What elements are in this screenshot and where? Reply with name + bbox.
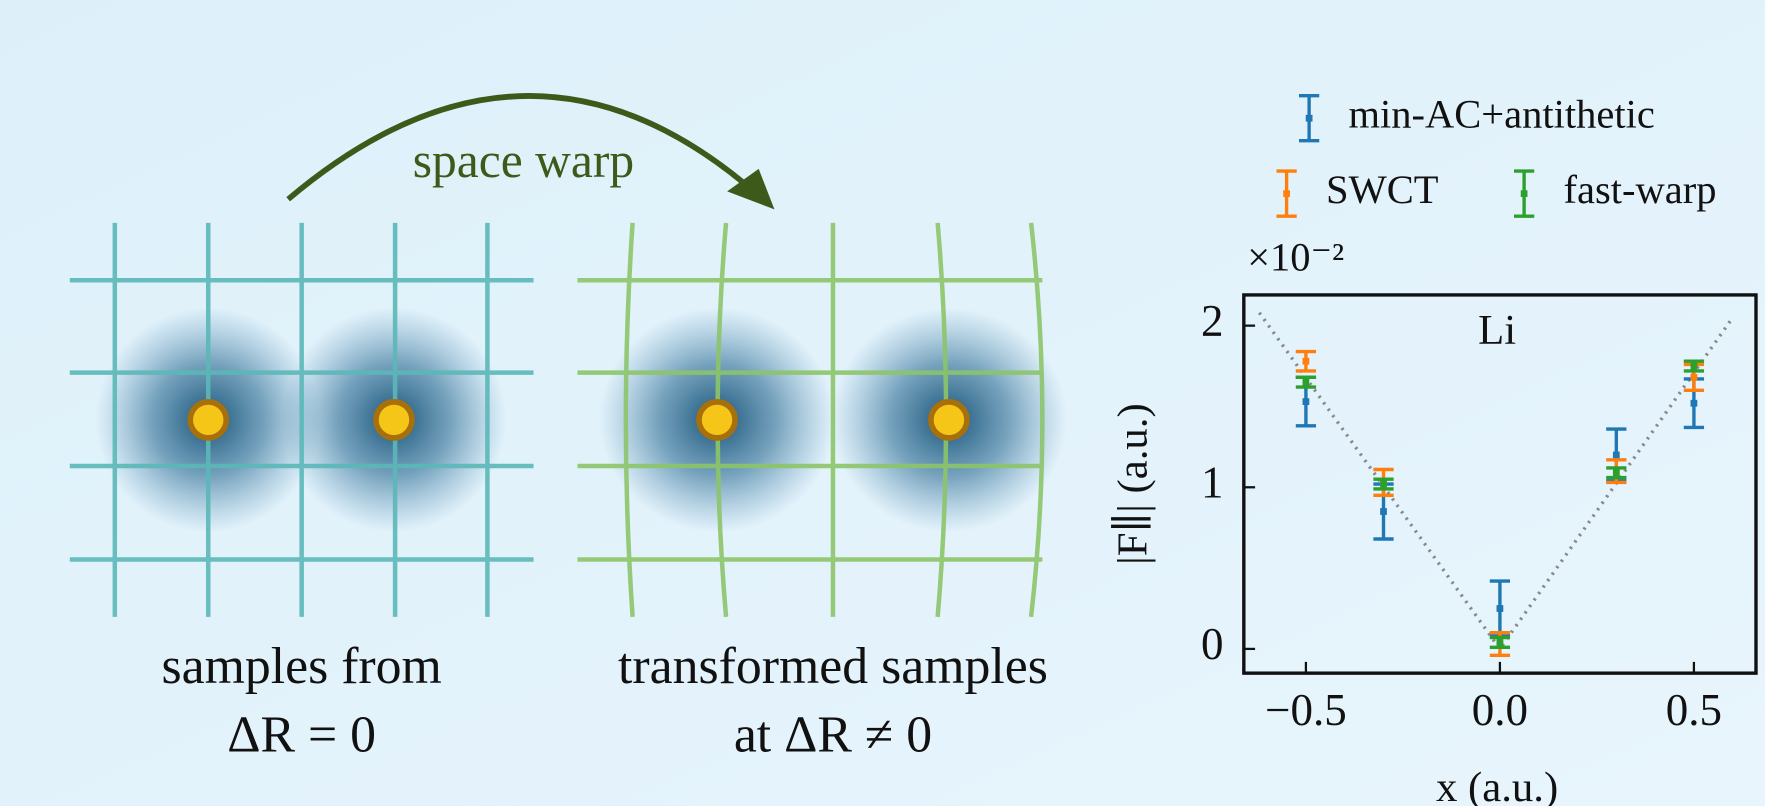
point [1520, 190, 1528, 198]
point [1690, 362, 1698, 370]
error-bar [1373, 477, 1394, 491]
error-bar [1295, 349, 1317, 373]
legend-label: SWCT [1326, 167, 1439, 212]
y-tick-label: 0 [1201, 619, 1224, 669]
warped-grid [577, 222, 1045, 618]
x-axis-label: x (a.u.) [1436, 764, 1558, 806]
warp-arrow [286, 93, 759, 202]
point [1690, 399, 1698, 407]
error-bar [1489, 635, 1511, 649]
nucleus [373, 399, 415, 441]
caption: transformed samples [618, 638, 1048, 695]
point [1380, 480, 1387, 488]
chart: Li ×10⁻² x (a.u.) |F∥| (a.u.) −0.5 0.0 0.5… [1110, 92, 1758, 806]
y-tick-label: 2 [1201, 296, 1224, 346]
point [1612, 451, 1620, 459]
x-tick-label: 0.5 [1666, 685, 1722, 735]
point [1302, 398, 1310, 405]
error-bar [1295, 375, 1317, 389]
y-tick-label: 1 [1201, 458, 1224, 508]
x-tick-label: −0.5 [1265, 685, 1347, 735]
point [1283, 190, 1290, 198]
legend-marker [1276, 169, 1297, 218]
caption: ΔR = 0 [227, 706, 376, 763]
right-panel: transformed samples at ΔR ≠ 0 [577, 222, 1068, 763]
point [1302, 378, 1310, 386]
x-tick-label: 0.0 [1472, 685, 1528, 735]
arrow-label: space warp [413, 133, 634, 188]
legend-marker [1298, 94, 1320, 143]
nucleus [187, 399, 230, 441]
point [1380, 508, 1387, 515]
point [1612, 469, 1620, 477]
offset-label: ×10⁻² [1247, 234, 1344, 279]
caption: samples from [161, 638, 441, 695]
legend-label: min-AC+antithetic [1349, 92, 1655, 137]
caption: at ΔR ≠ 0 [734, 706, 932, 763]
chart-title: Li [1478, 307, 1516, 354]
point [1496, 639, 1504, 646]
nucleus [696, 399, 738, 441]
y-axis-label: |F∥| (a.u.) [1110, 403, 1157, 565]
point [1496, 605, 1504, 612]
error-bar [1606, 466, 1627, 480]
legend-label: fast-warp [1564, 167, 1717, 212]
point [1302, 357, 1310, 365]
left-panel: samples from ΔR = 0 [69, 222, 534, 763]
point [1305, 114, 1313, 122]
nucleus [928, 399, 970, 441]
legend-marker [1513, 169, 1535, 218]
error-bar [1683, 359, 1705, 373]
point [1690, 373, 1698, 381]
